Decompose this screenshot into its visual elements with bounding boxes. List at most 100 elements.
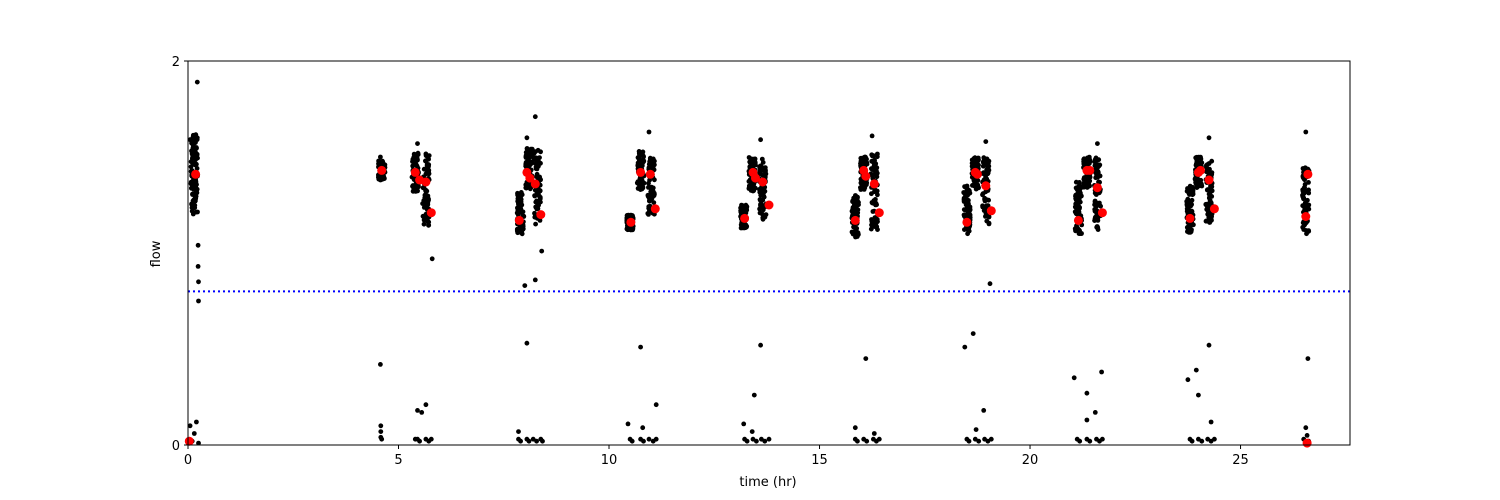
raw-point: [526, 438, 532, 444]
raw-point: [1185, 377, 1191, 383]
raw-point: [537, 155, 542, 161]
raw-point: [1185, 229, 1190, 235]
raw-point: [762, 167, 767, 173]
raw-point: [1100, 436, 1105, 442]
raw-point: [962, 344, 968, 350]
raw-point: [195, 242, 201, 248]
raw-point: [757, 210, 763, 216]
raw-point: [190, 149, 196, 155]
raw-point: [1086, 176, 1091, 182]
raw-point: [1303, 201, 1309, 207]
raw-point: [757, 206, 762, 212]
raw-point: [981, 408, 987, 413]
raw-point: [966, 438, 972, 444]
raw-point: [988, 436, 994, 442]
raw-point: [194, 135, 200, 141]
raw-point: [1305, 356, 1311, 361]
highlight-point: [421, 177, 431, 187]
raw-point: [429, 256, 435, 262]
raw-point: [1304, 433, 1310, 438]
raw-point: [872, 157, 877, 163]
raw-point: [191, 160, 197, 166]
raw-point: [1073, 197, 1079, 203]
highlight-point: [764, 200, 774, 210]
raw-point: [738, 205, 743, 211]
raw-point: [987, 281, 993, 287]
highlight-point: [1302, 438, 1312, 448]
raw-point: [1300, 166, 1306, 171]
raw-point: [640, 425, 646, 431]
raw-point: [976, 438, 982, 444]
raw-point: [1207, 187, 1213, 193]
raw-point: [1199, 183, 1205, 189]
raw-point: [970, 331, 976, 336]
raw-point: [1207, 166, 1212, 172]
raw-point: [1190, 190, 1196, 195]
raw-point: [983, 214, 988, 219]
raw-point: [758, 342, 763, 348]
raw-point: [421, 221, 427, 227]
x-axis-label: time (hr): [739, 475, 796, 490]
highlight-point: [1073, 215, 1083, 225]
raw-point: [1194, 154, 1199, 160]
raw-point: [532, 155, 538, 161]
raw-point: [853, 234, 858, 240]
highlight-point: [869, 179, 879, 189]
raw-point: [524, 340, 530, 346]
raw-point: [648, 189, 654, 195]
highlight-point: [962, 217, 972, 227]
raw-point: [523, 163, 529, 169]
highlight-point: [530, 179, 540, 189]
raw-point: [647, 166, 653, 171]
raw-point: [648, 159, 653, 164]
highlight-point: [1303, 169, 1313, 179]
raw-point: [378, 429, 384, 434]
raw-point: [193, 156, 199, 161]
raw-point: [1303, 425, 1309, 431]
highlight-point: [1092, 183, 1102, 193]
raw-point: [423, 402, 429, 408]
raw-point: [1092, 410, 1098, 415]
raw-point: [420, 213, 426, 219]
raw-point: [1198, 156, 1204, 162]
raw-point: [526, 148, 531, 154]
raw-point: [858, 180, 864, 186]
raw-point: [1184, 208, 1190, 214]
raw-point: [195, 264, 201, 269]
raw-point: [864, 182, 869, 188]
raw-point: [1092, 157, 1098, 163]
highlight-point: [981, 181, 991, 191]
x-tick-label: 5: [394, 453, 402, 468]
raw-point: [1204, 207, 1210, 212]
raw-point: [1073, 192, 1079, 198]
raw-point: [415, 408, 420, 413]
raw-point: [1086, 180, 1092, 186]
raw-point: [757, 165, 763, 170]
raw-point: [653, 436, 659, 442]
raw-point: [871, 431, 877, 436]
raw-point: [1186, 224, 1191, 230]
highlight-point: [377, 165, 387, 175]
raw-point: [193, 190, 199, 196]
raw-point: [528, 159, 533, 165]
raw-point: [538, 199, 543, 205]
raw-point: [641, 438, 646, 444]
raw-point: [195, 209, 200, 215]
highlight-point: [1097, 208, 1107, 218]
raw-point: [534, 438, 539, 444]
raw-point: [982, 195, 988, 201]
highlight-point: [1196, 165, 1205, 175]
raw-point: [757, 197, 763, 202]
highlight-point: [874, 208, 884, 218]
raw-point: [424, 203, 430, 209]
raw-point: [961, 199, 967, 204]
raw-point: [1189, 202, 1194, 207]
raw-point: [758, 188, 763, 194]
raw-point: [379, 160, 385, 166]
raw-point: [424, 168, 430, 174]
raw-point: [1203, 202, 1209, 207]
raw-point: [1073, 179, 1079, 185]
highlight-point: [191, 169, 201, 179]
highlight-point: [986, 206, 996, 216]
raw-point: [1077, 205, 1082, 210]
